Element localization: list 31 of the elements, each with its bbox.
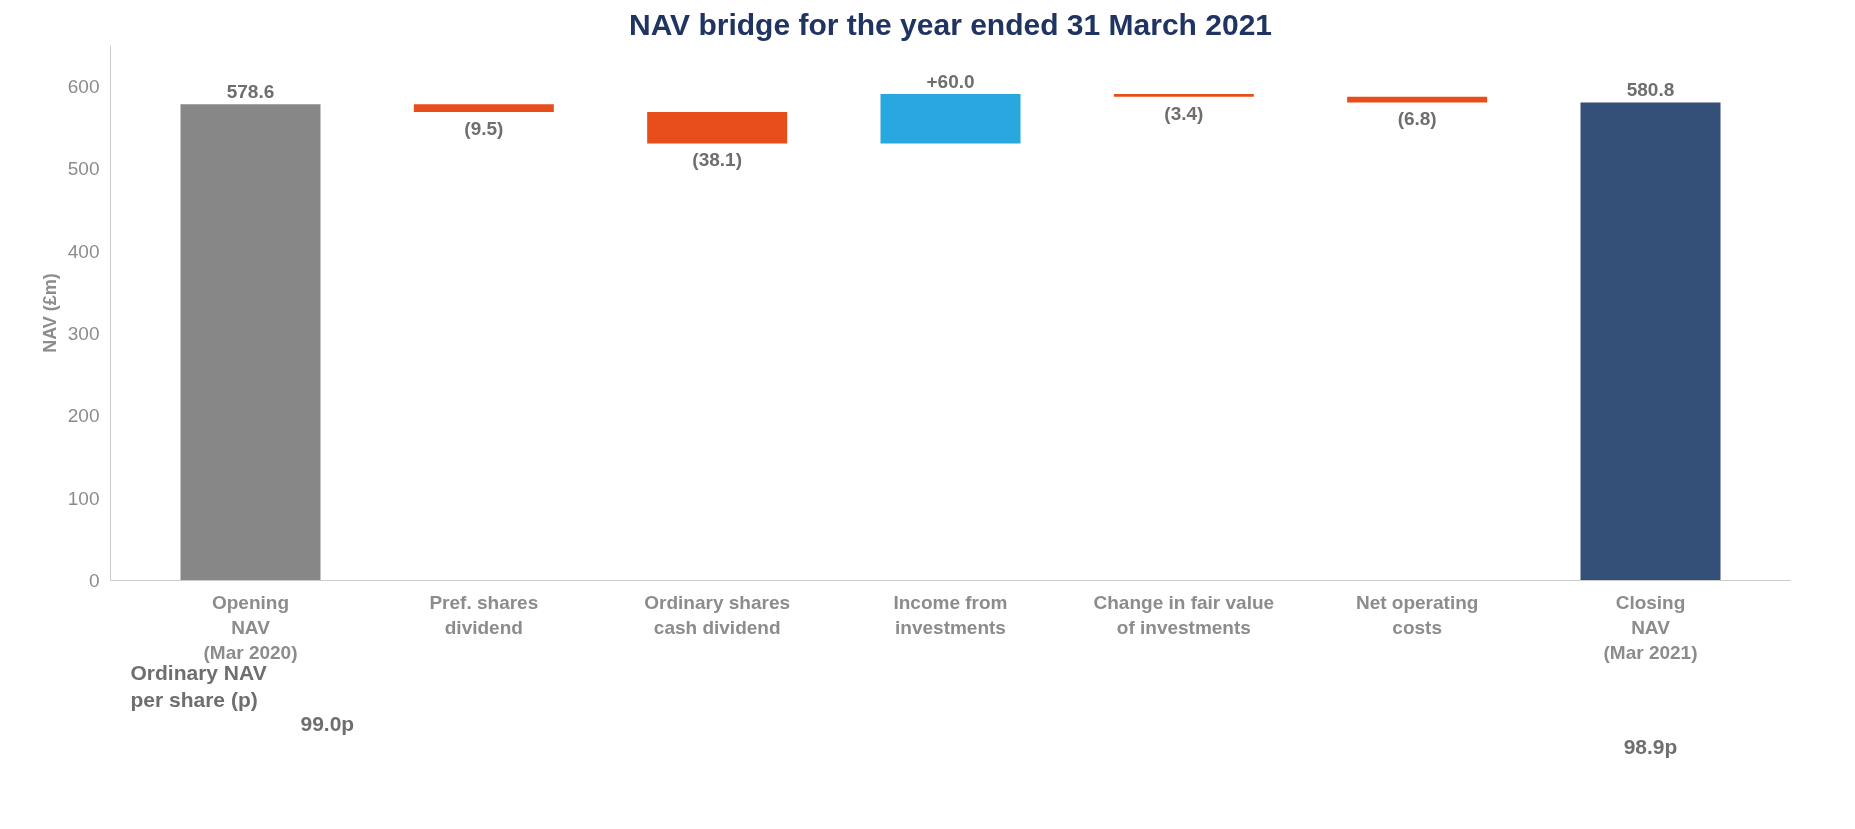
- data-label: (6.8): [1397, 108, 1437, 130]
- text: 99.0p: [300, 711, 355, 735]
- x-tick-label: Closing NAV (Mar 2021): [1603, 591, 1698, 663]
- x-tick-label: Change in fair value of investments: [1093, 591, 1275, 638]
- y-tick-label: 0: [88, 570, 100, 591]
- y-axis-title: NAV (£m): [39, 273, 60, 353]
- x-tick-label: Opening NAV (Mar 2020): [203, 591, 298, 663]
- y-tick-label: 300: [67, 323, 100, 345]
- chart-title: NAV bridge for the year ended 31 March 2021: [629, 7, 1272, 41]
- bar: [413, 104, 554, 113]
- data-label: (38.1): [692, 149, 742, 171]
- bar: [180, 104, 321, 581]
- data-label: (9.5): [464, 118, 504, 140]
- text: 98.9p: [1623, 734, 1678, 758]
- bar: [1113, 94, 1254, 97]
- data-label: 578.6: [226, 81, 275, 103]
- bar: [647, 112, 788, 144]
- data-label: (3.4): [1164, 102, 1204, 124]
- y-tick-label: 500: [67, 158, 100, 180]
- y-tick-label: 600: [67, 76, 100, 98]
- x-tick-label: Income from investments: [893, 591, 1008, 638]
- y-tick-label: 200: [67, 405, 100, 427]
- data-label: +60.0: [926, 71, 975, 93]
- y-tick-label: 100: [67, 487, 100, 509]
- x-tick-label: Pref. shares dividend: [429, 591, 539, 638]
- x-tick-label: Ordinary shares cash dividend: [644, 591, 791, 638]
- data-label: 580.8: [1626, 79, 1675, 101]
- y-tick-label: 400: [67, 240, 100, 262]
- x-tick-label: Net operating costs: [1355, 591, 1479, 638]
- bar: [880, 94, 1021, 144]
- bar: [1580, 102, 1721, 581]
